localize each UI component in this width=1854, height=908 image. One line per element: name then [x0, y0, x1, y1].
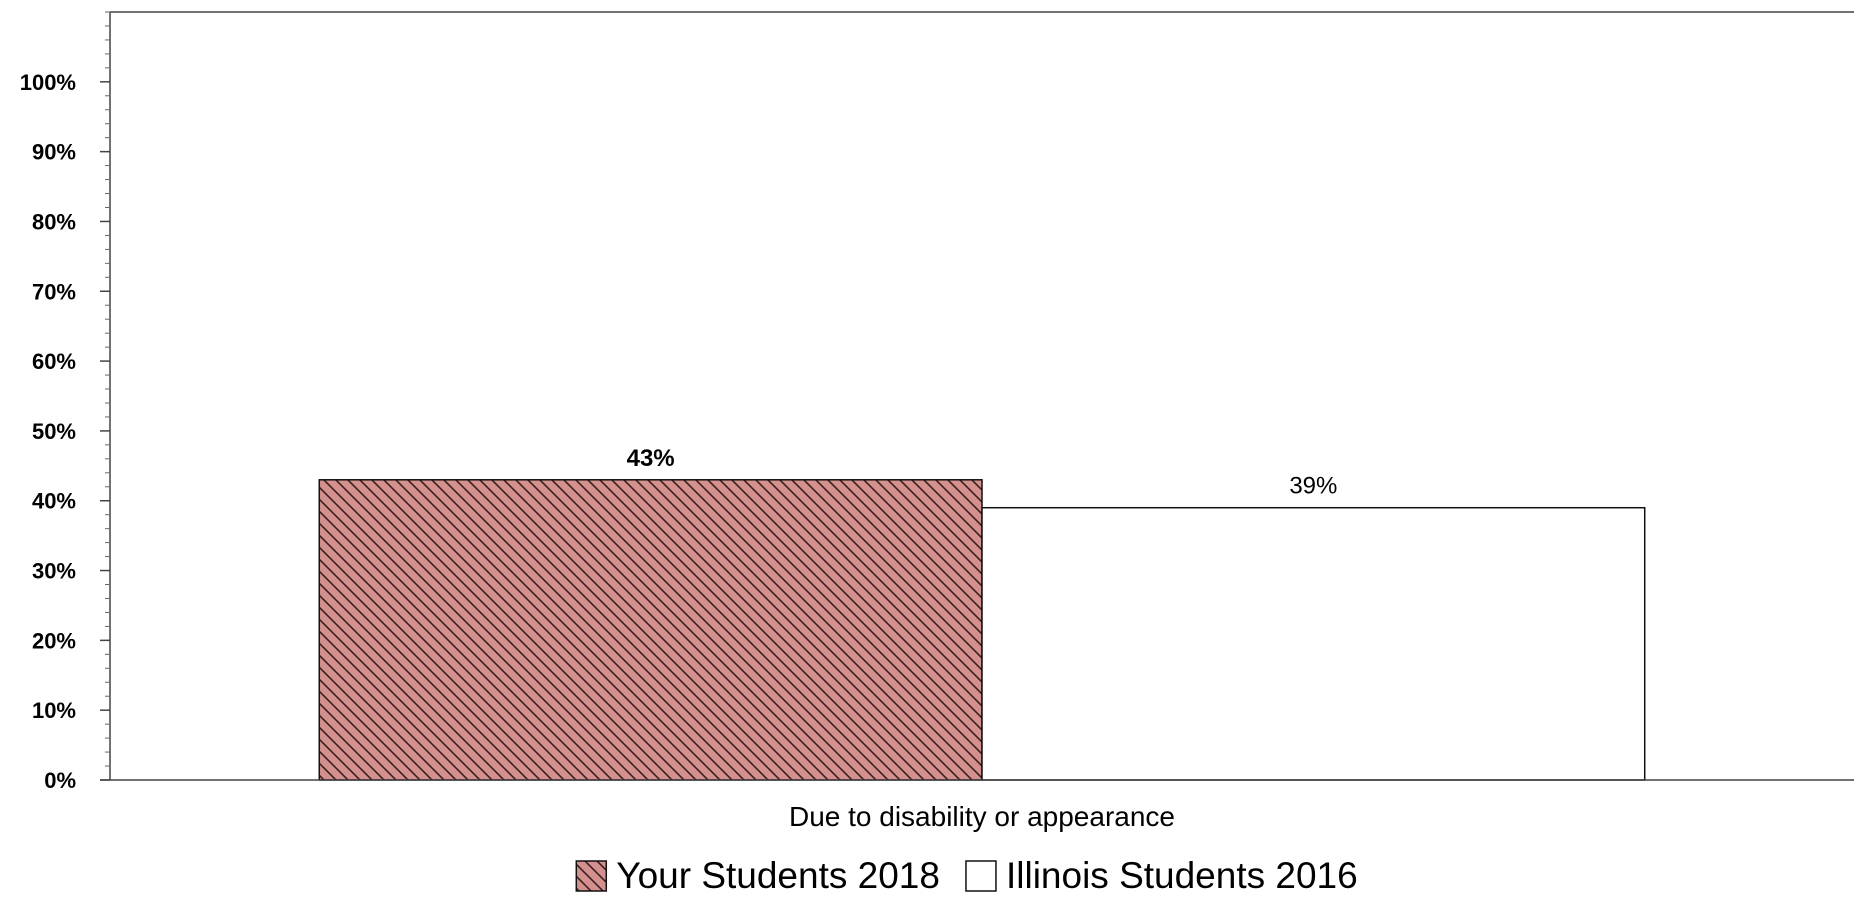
- bars: 43% 39%: [318, 445, 1646, 781]
- bar-your-students-2018: [318, 479, 983, 781]
- data-label: 43%: [627, 445, 675, 472]
- bar-illinois-students-2016: [981, 506, 1646, 781]
- legend-swatch: [965, 860, 997, 892]
- y-tick-label: 100%: [20, 70, 76, 95]
- legend-label: Your Students 2018: [616, 855, 940, 896]
- y-tick-label: 0%: [44, 768, 76, 793]
- y-tick-label: 50%: [32, 419, 76, 444]
- x-axis: Due to disability or appearance: [100, 779, 1854, 832]
- y-tick-label: 90%: [32, 140, 76, 165]
- legend-label: Illinois Students 2016: [1006, 855, 1358, 896]
- data-label: 39%: [1289, 473, 1337, 500]
- y-tick-label: 20%: [32, 628, 76, 653]
- y-tick-label: 60%: [32, 349, 76, 374]
- y-tick-label: 30%: [32, 559, 76, 584]
- y-tick-label: 10%: [32, 698, 76, 723]
- legend-swatch: [575, 860, 608, 892]
- y-tick-label: 80%: [32, 209, 76, 234]
- y-axis: 0% 10% 20% 30% 40% 50% 60% 70% 80% 90% 100%: [20, 11, 1854, 793]
- legend: Your Students 2018 Illinois Students 2016: [575, 855, 1358, 896]
- y-tick-label: 40%: [32, 489, 76, 514]
- x-category-label: Due to disability or appearance: [789, 801, 1175, 832]
- y-tick-label: 70%: [32, 279, 76, 304]
